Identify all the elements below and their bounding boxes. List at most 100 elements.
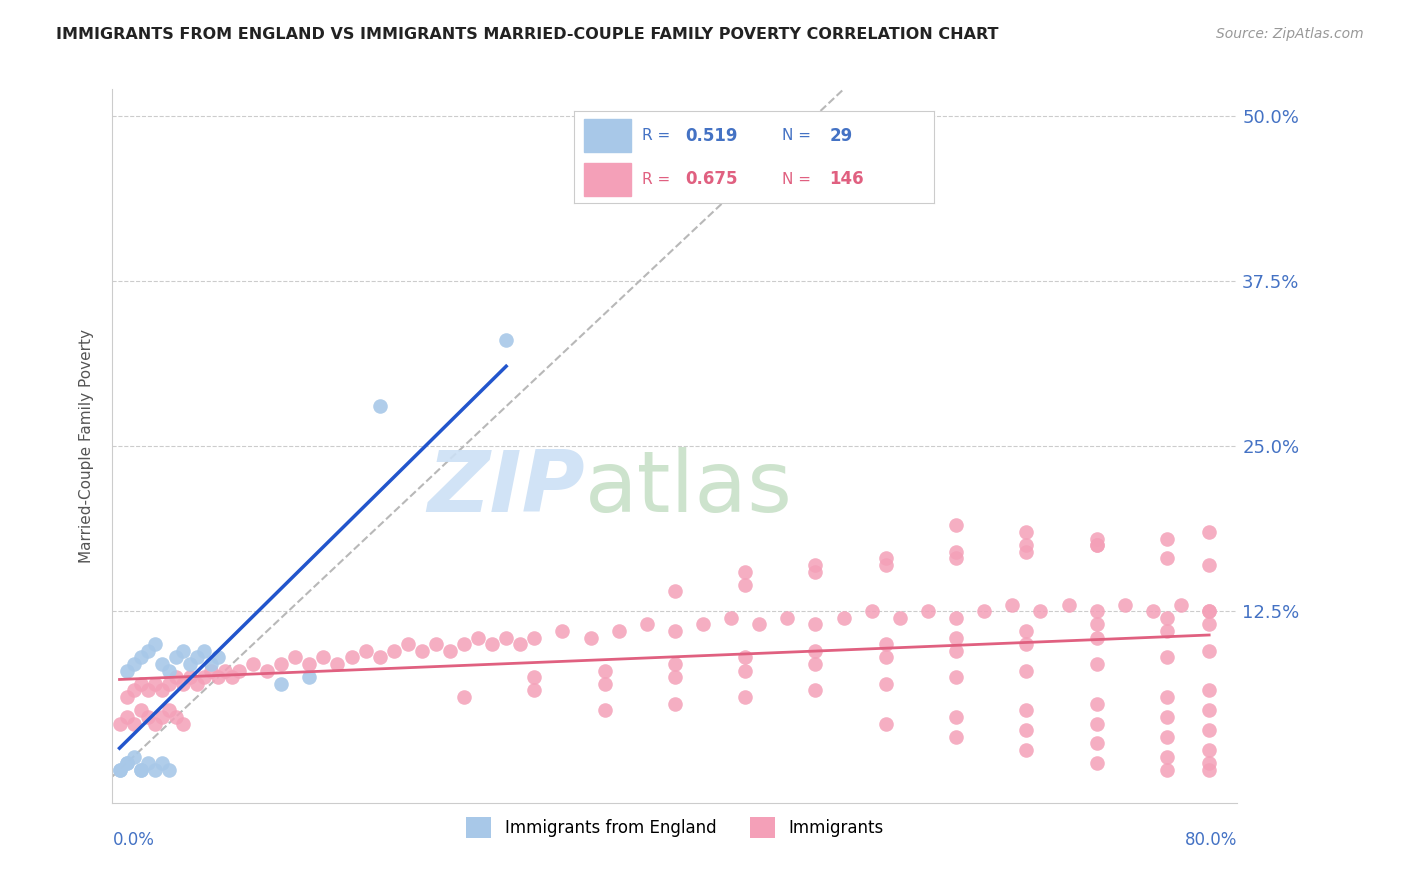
Point [1198, 756, 1220, 771]
Point [1198, 644, 1220, 658]
Point [157, 703, 180, 717]
Point [1085, 604, 1108, 618]
Point [1085, 657, 1108, 671]
Point [1085, 538, 1108, 552]
Point [1001, 598, 1024, 612]
Point [179, 657, 201, 671]
Point [1015, 538, 1038, 552]
Point [1156, 532, 1178, 546]
Point [453, 690, 475, 704]
Point [804, 565, 827, 579]
Text: atlas: atlas [585, 447, 793, 531]
Point [875, 650, 897, 665]
Point [1085, 538, 1108, 552]
Point [875, 637, 897, 651]
Point [143, 637, 166, 651]
Point [523, 670, 546, 684]
Text: IMMIGRANTS FROM ENGLAND VS IMMIGRANTS MARRIED-COUPLE FAMILY POVERTY CORRELATION : IMMIGRANTS FROM ENGLAND VS IMMIGRANTS MA… [56, 27, 998, 42]
Point [122, 683, 145, 698]
Point [607, 624, 630, 638]
Point [298, 657, 321, 671]
Point [165, 710, 187, 724]
Point [172, 677, 194, 691]
Point [734, 565, 756, 579]
Point [804, 644, 827, 658]
Point [270, 677, 292, 691]
Point [1085, 756, 1108, 771]
Point [1085, 736, 1108, 750]
Point [1156, 551, 1178, 566]
Legend: Immigrants from England, Immigrants: Immigrants from England, Immigrants [460, 811, 890, 845]
Point [1170, 598, 1192, 612]
Text: Source: ZipAtlas.com: Source: ZipAtlas.com [1216, 27, 1364, 41]
Point [776, 611, 799, 625]
Point [804, 558, 827, 572]
Point [143, 716, 166, 731]
Point [143, 677, 166, 691]
Point [136, 683, 159, 698]
Point [467, 631, 489, 645]
Point [150, 683, 173, 698]
Point [1198, 683, 1220, 698]
Point [256, 664, 278, 678]
Point [115, 756, 138, 771]
Point [1057, 598, 1080, 612]
Point [115, 664, 138, 678]
Point [1029, 604, 1052, 618]
Point [664, 657, 686, 671]
Point [108, 716, 131, 731]
Point [122, 716, 145, 731]
Point [945, 730, 967, 744]
Point [1198, 558, 1220, 572]
Point [172, 716, 194, 731]
Point [1156, 730, 1178, 744]
Point [115, 690, 138, 704]
Point [734, 578, 756, 592]
Point [1085, 617, 1108, 632]
Point [136, 644, 159, 658]
Point [509, 637, 531, 651]
Point [136, 756, 159, 771]
Point [172, 644, 194, 658]
Point [1015, 743, 1038, 757]
Point [186, 677, 208, 691]
Point [1198, 703, 1220, 717]
Y-axis label: Married-Couple Family Poverty: Married-Couple Family Poverty [79, 329, 94, 563]
Point [1015, 624, 1038, 638]
Point [242, 657, 264, 671]
Point [1015, 723, 1038, 738]
Point [1198, 604, 1220, 618]
Point [179, 670, 201, 684]
Point [186, 650, 208, 665]
Point [1085, 697, 1108, 711]
Point [945, 545, 967, 559]
Point [150, 657, 173, 671]
Point [143, 763, 166, 777]
Point [425, 637, 447, 651]
Point [945, 631, 967, 645]
Point [1114, 598, 1136, 612]
Point [1198, 617, 1220, 632]
Text: 0.0%: 0.0% [112, 831, 155, 849]
Point [875, 716, 897, 731]
Point [453, 637, 475, 651]
Point [1085, 532, 1108, 546]
Point [734, 664, 756, 678]
Point [664, 584, 686, 599]
Point [593, 677, 616, 691]
Point [150, 756, 173, 771]
Point [804, 683, 827, 698]
Point [207, 670, 229, 684]
Point [551, 624, 574, 638]
Point [340, 650, 363, 665]
Point [129, 703, 152, 717]
Point [411, 644, 433, 658]
Point [1156, 650, 1178, 665]
Point [720, 611, 742, 625]
Point [270, 657, 292, 671]
Point [1156, 710, 1178, 724]
Point [150, 710, 173, 724]
Point [129, 763, 152, 777]
Point [368, 650, 391, 665]
Point [495, 631, 517, 645]
